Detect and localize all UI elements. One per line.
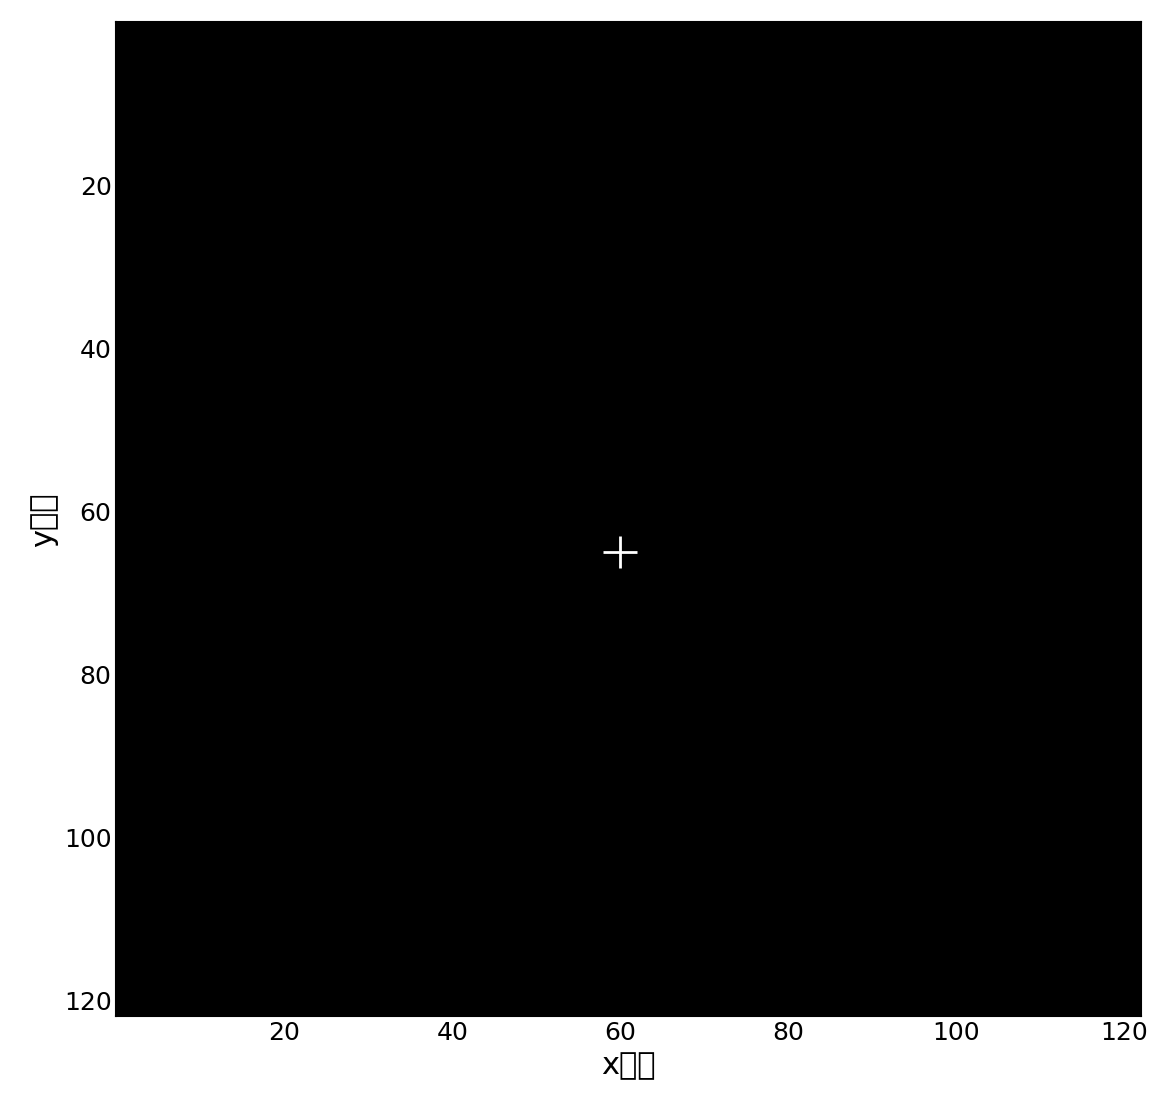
Y-axis label: y方向: y方向 (29, 493, 58, 546)
X-axis label: x方向: x方向 (602, 1051, 655, 1080)
